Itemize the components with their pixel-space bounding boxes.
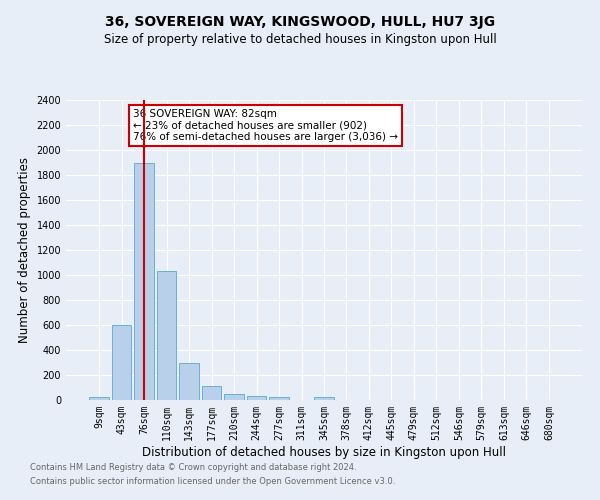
Bar [247, 396, 266, 400]
Bar [89, 397, 109, 400]
Bar [157, 271, 176, 400]
Bar [202, 386, 221, 400]
Text: Size of property relative to detached houses in Kingston upon Hull: Size of property relative to detached ho… [104, 32, 496, 46]
Bar [112, 325, 131, 400]
Y-axis label: Number of detached properties: Number of detached properties [18, 157, 31, 343]
Text: 36, SOVEREIGN WAY, KINGSWOOD, HULL, HU7 3JG: 36, SOVEREIGN WAY, KINGSWOOD, HULL, HU7 … [105, 15, 495, 29]
Bar [314, 397, 334, 400]
Text: Contains public sector information licensed under the Open Government Licence v3: Contains public sector information licen… [30, 477, 395, 486]
X-axis label: Distribution of detached houses by size in Kingston upon Hull: Distribution of detached houses by size … [142, 446, 506, 458]
Bar [269, 397, 289, 400]
Bar [134, 162, 154, 400]
Text: 36 SOVEREIGN WAY: 82sqm
← 23% of detached houses are smaller (902)
76% of semi-d: 36 SOVEREIGN WAY: 82sqm ← 23% of detache… [133, 109, 398, 142]
Bar [224, 394, 244, 400]
Text: Contains HM Land Registry data © Crown copyright and database right 2024.: Contains HM Land Registry data © Crown c… [30, 464, 356, 472]
Bar [179, 363, 199, 400]
